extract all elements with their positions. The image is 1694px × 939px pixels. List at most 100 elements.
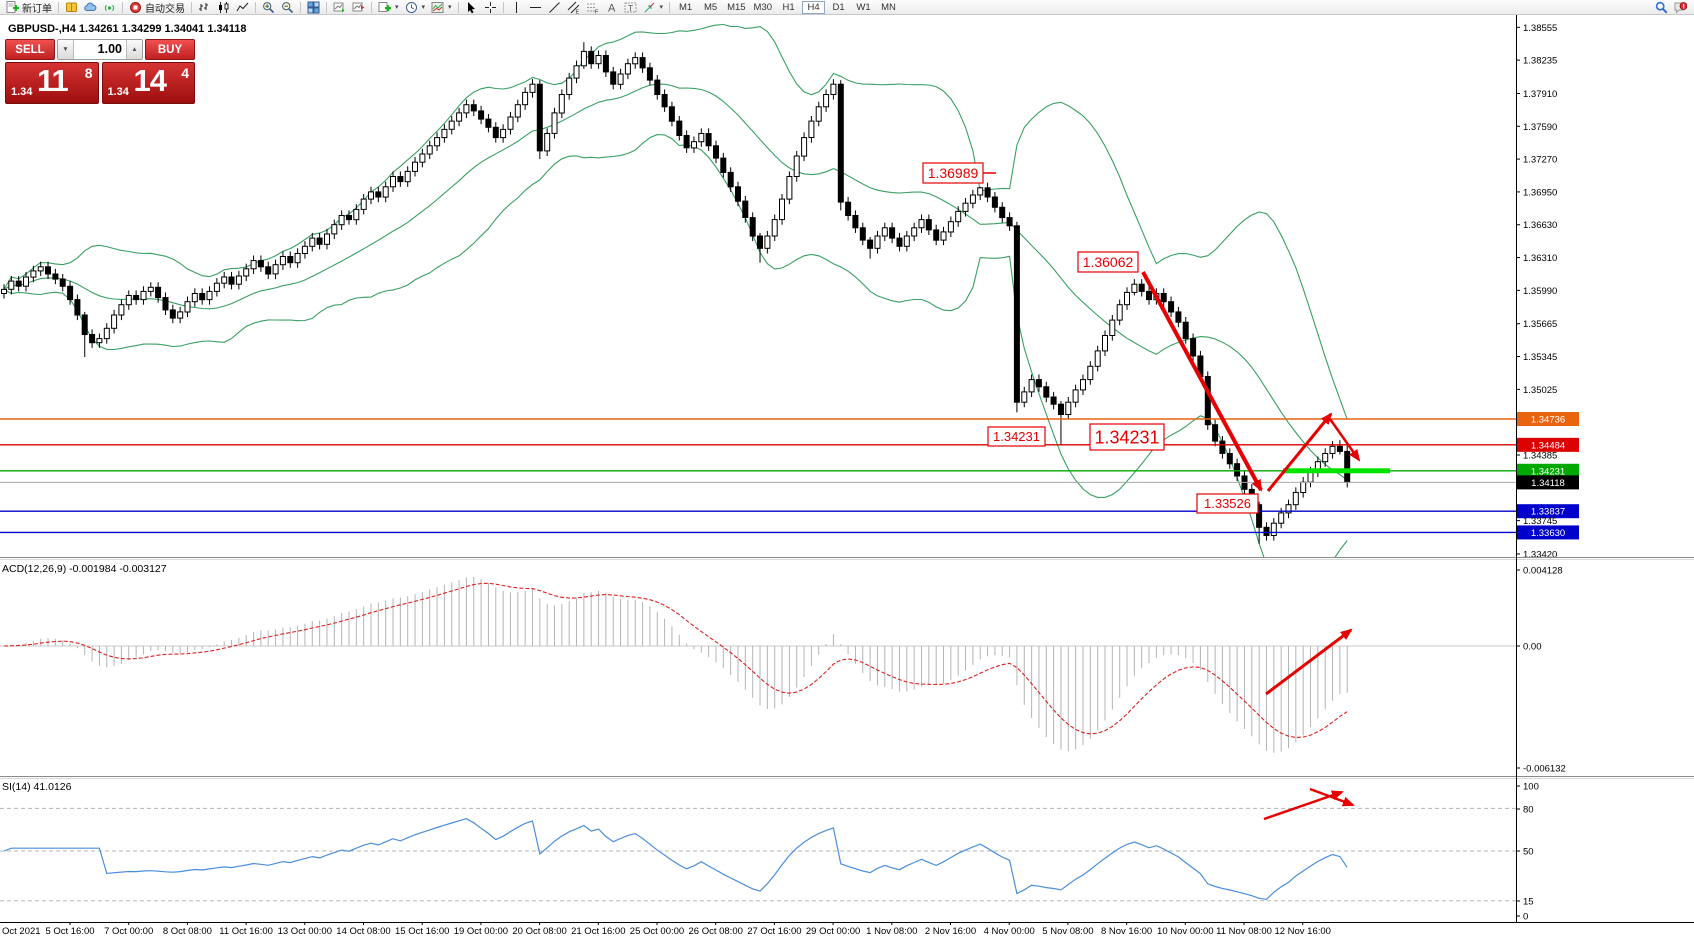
templates-button[interactable]: ▾ xyxy=(428,1,455,14)
shapes-button[interactable]: ▾ xyxy=(640,1,667,14)
price-annotation-box[interactable] xyxy=(987,426,1046,447)
signal-button[interactable] xyxy=(100,1,119,14)
fibonacci-button[interactable]: F xyxy=(583,1,602,14)
timeframe-m1-button[interactable]: M1 xyxy=(674,1,697,14)
candle-body xyxy=(859,227,866,241)
bar-chart-button[interactable] xyxy=(195,1,214,14)
candle-body xyxy=(801,137,808,157)
toolbar-separator xyxy=(300,1,301,13)
candle-body xyxy=(1168,301,1175,313)
buy-price-box[interactable]: 1.34 14 4 xyxy=(101,62,195,104)
new-chart-button[interactable]: ▾ xyxy=(375,1,402,14)
candle-body xyxy=(463,104,470,114)
candle-body xyxy=(338,215,345,226)
timeframe-m30-button[interactable]: M30 xyxy=(751,1,775,14)
candle-body xyxy=(23,276,29,287)
zoom-in-button[interactable] xyxy=(259,1,278,14)
search-icon[interactable] xyxy=(1655,1,1668,14)
candle-body xyxy=(1050,396,1057,405)
candle-body xyxy=(316,237,323,245)
trend-arrow[interactable] xyxy=(1265,628,1353,696)
timeframe-d1-button[interactable]: D1 xyxy=(827,1,850,14)
price-axis-label: 1.36950 xyxy=(1523,187,1557,198)
buy-price-main: 14 xyxy=(133,63,167,98)
volume-input[interactable]: 1.00 xyxy=(97,42,122,56)
new-order-label: 新订单 xyxy=(22,3,52,15)
time-axis-label: 27 Oct 16:00 xyxy=(747,926,801,937)
candle-body xyxy=(221,276,228,284)
candle-body xyxy=(610,71,617,85)
candle-body xyxy=(368,191,374,200)
candle-body xyxy=(456,112,463,122)
dropdown-caret-icon: ▾ xyxy=(395,4,399,11)
notification-icon[interactable] xyxy=(1674,1,1687,14)
candle-body xyxy=(360,198,367,210)
zoom-out-button[interactable] xyxy=(278,1,297,14)
vertical-line-button[interactable] xyxy=(507,1,526,14)
candle-body xyxy=(331,224,338,235)
candle-body xyxy=(544,133,551,152)
svg-text:E: E xyxy=(575,9,579,14)
candle-body xyxy=(602,55,609,73)
candle-body xyxy=(470,104,477,112)
trend-arrow[interactable] xyxy=(1141,271,1263,492)
templates-icon xyxy=(431,1,444,13)
timeframe-mn-button[interactable]: MN xyxy=(877,1,900,14)
horizontal-line-button[interactable] xyxy=(526,1,545,14)
crosshair-button[interactable] xyxy=(481,1,500,14)
price-annotation-box[interactable] xyxy=(1089,423,1165,451)
equidistant-channel-button[interactable]: E xyxy=(564,1,583,14)
candle-body xyxy=(903,235,910,247)
trendline-button[interactable] xyxy=(545,1,564,14)
price-axis-label: 1.36630 xyxy=(1523,220,1557,231)
text-button[interactable]: A xyxy=(602,1,621,14)
buy-price-prefix: 1.34 xyxy=(107,86,129,98)
candle-body xyxy=(177,311,184,319)
support-highlight-segment[interactable] xyxy=(1283,468,1390,474)
timeframe-m5-button[interactable]: M5 xyxy=(699,1,722,14)
candle-body xyxy=(419,153,426,163)
cursor-button[interactable] xyxy=(462,1,481,14)
timeframe-h1-button[interactable]: H1 xyxy=(777,1,800,14)
autotrading-button[interactable]: 自动交易 xyxy=(126,1,188,15)
macd-axis-label: 0.00 xyxy=(1523,642,1542,653)
new-chart-icon xyxy=(378,1,391,12)
tile-windows-button[interactable] xyxy=(304,1,323,14)
candle-body xyxy=(265,266,272,275)
trend-arrow[interactable] xyxy=(1266,412,1333,492)
sell-price-main: 11 xyxy=(37,63,69,98)
candle-body xyxy=(96,338,103,344)
timeframe-w1-button[interactable]: W1 xyxy=(852,1,875,14)
candle-body xyxy=(118,304,125,316)
price-annotation-box[interactable] xyxy=(1196,493,1259,514)
candle-body xyxy=(184,301,191,313)
timeframe-h4-button[interactable]: H4 xyxy=(802,0,826,14)
candle-body xyxy=(412,161,418,172)
volume-decrement-button[interactable]: ▼ xyxy=(58,40,74,59)
line-chart-button[interactable] xyxy=(233,1,252,14)
trend-arrow[interactable] xyxy=(1328,418,1361,462)
candle-body xyxy=(52,273,59,280)
sell-price-box[interactable]: 1.34 11 8 xyxy=(5,62,99,104)
buy-button[interactable]: BUY xyxy=(145,39,195,60)
periods-button[interactable]: ▾ xyxy=(402,1,429,14)
auto-scroll-button[interactable] xyxy=(330,1,349,14)
price-annotation-box[interactable] xyxy=(1077,251,1139,273)
sell-button[interactable]: SELL xyxy=(5,39,55,60)
chart-shift-button[interactable] xyxy=(349,1,368,14)
symbols-button[interactable] xyxy=(62,1,81,14)
candle-body xyxy=(1160,293,1167,303)
volume-increment-button[interactable]: ▲ xyxy=(126,40,142,59)
bollinger-lower-band xyxy=(3,134,1348,557)
candle-body xyxy=(823,94,830,108)
candlestick-chart-button[interactable] xyxy=(214,1,233,14)
new-order-button[interactable]: 新订单 xyxy=(3,0,55,15)
cloud-button[interactable] xyxy=(81,1,100,14)
trend-arrow[interactable] xyxy=(1309,787,1355,807)
price-axis-label: 1.35025 xyxy=(1523,385,1557,396)
candle-body xyxy=(1102,335,1108,352)
candle-body xyxy=(140,290,147,301)
timeframe-m15-button[interactable]: M15 xyxy=(724,1,748,14)
label-button[interactable]: T xyxy=(621,1,640,14)
